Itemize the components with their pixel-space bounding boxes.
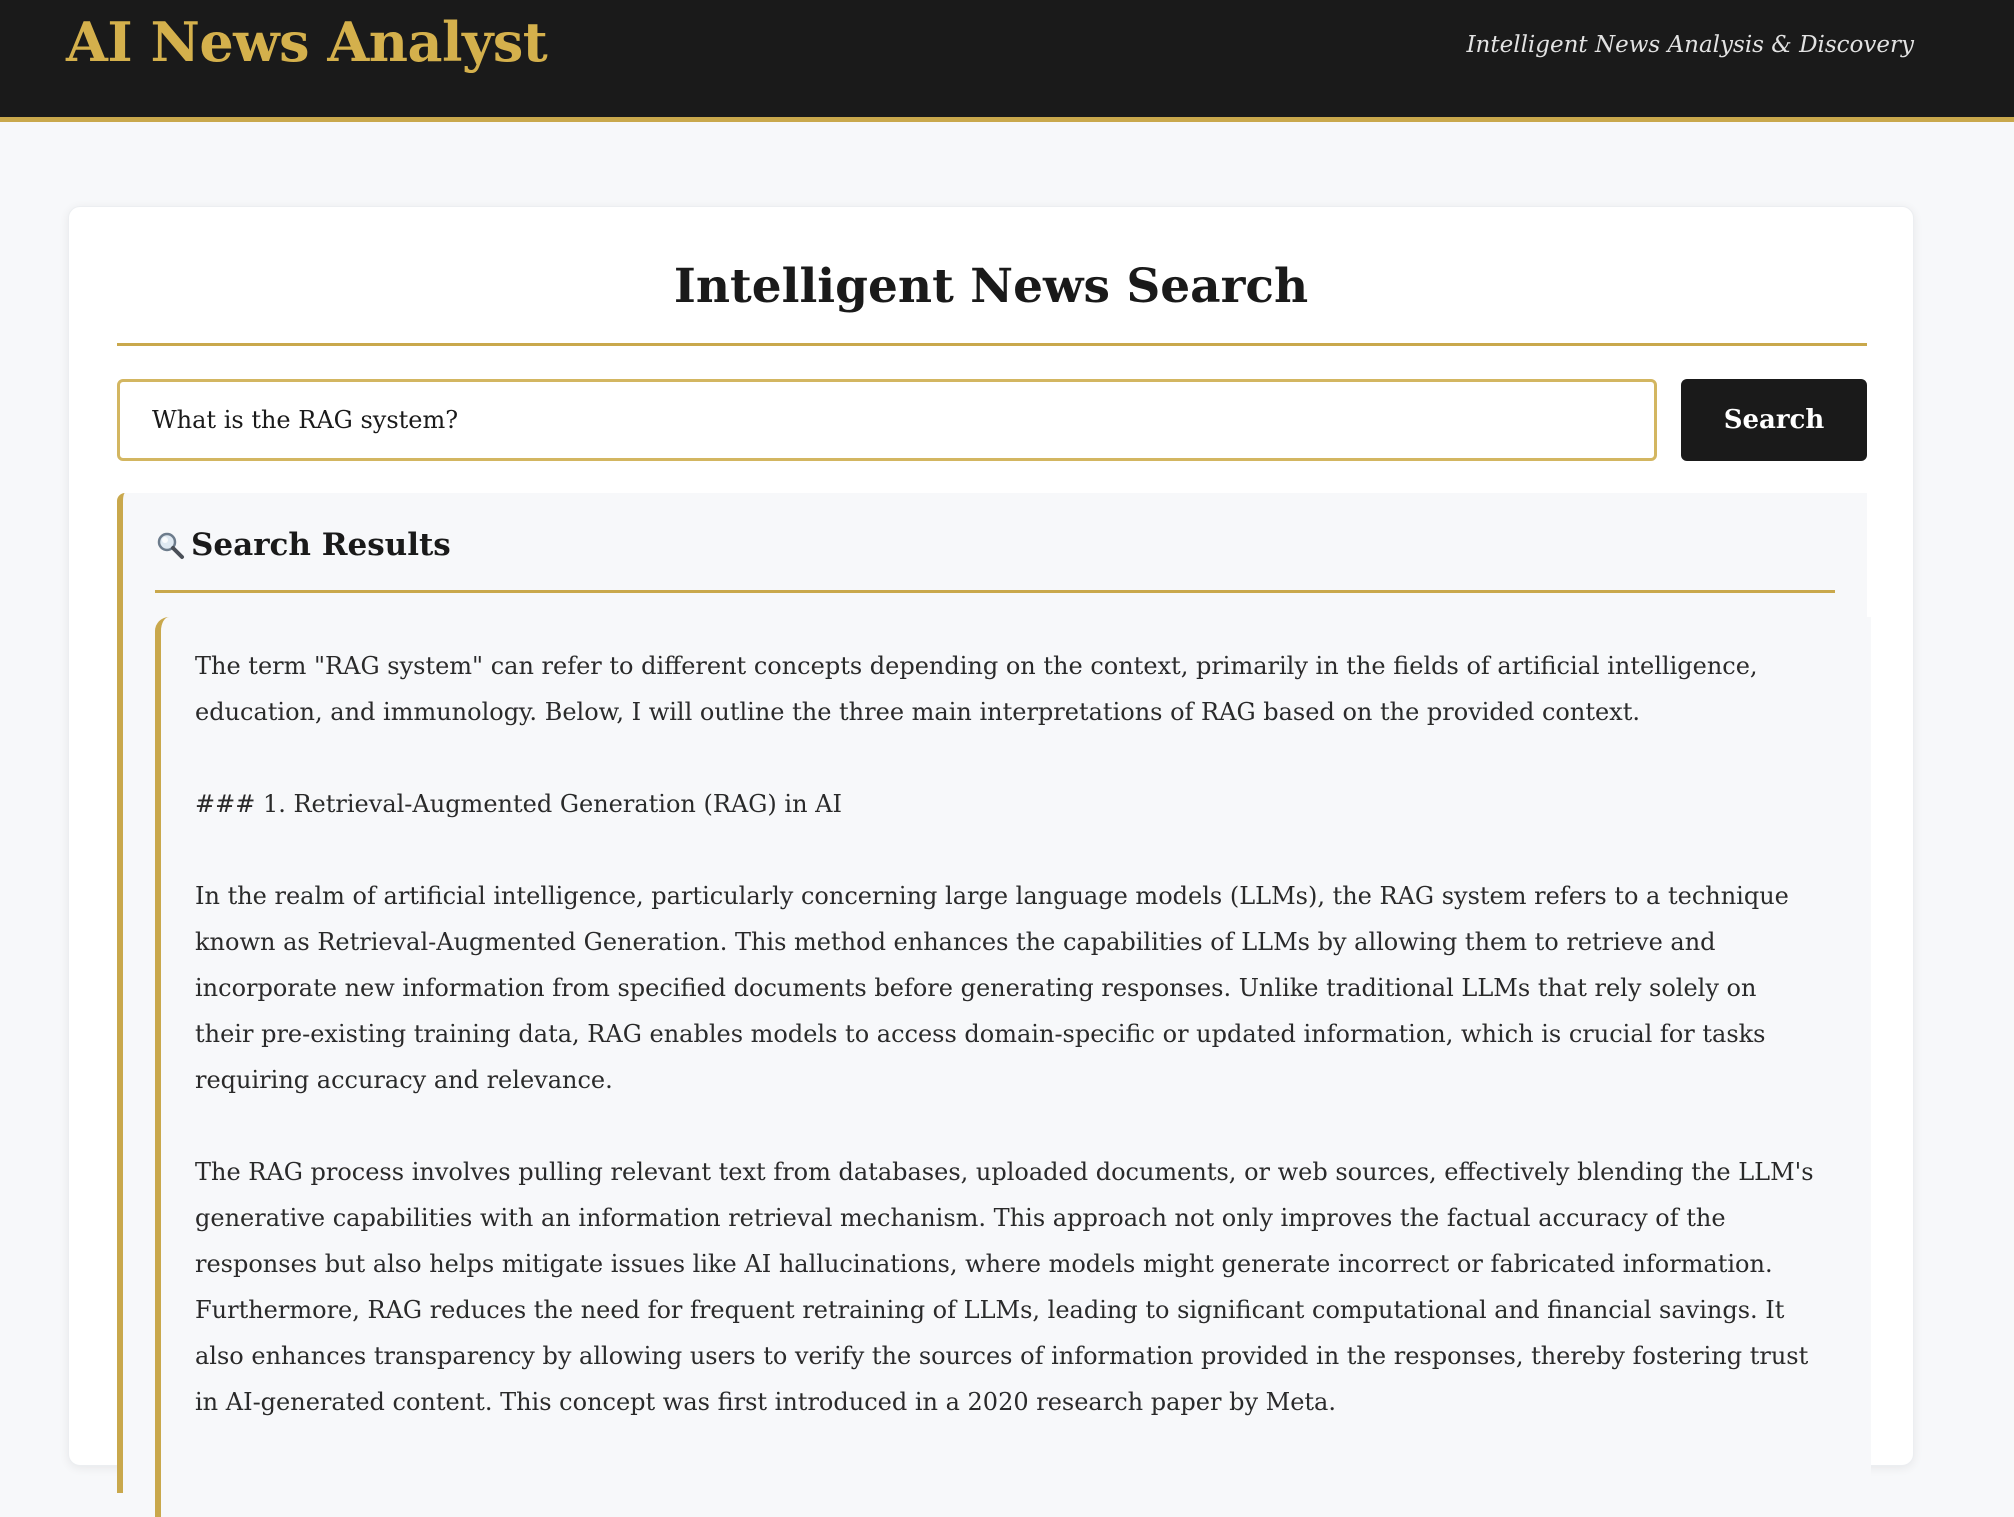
answer-paragraph: In the realm of artificial intelligence,… [195, 882, 1789, 1094]
title-divider [117, 343, 1867, 346]
results-header: Search Results [155, 527, 451, 563]
answer-paragraph: The term "RAG system" can refer to diffe… [195, 652, 1758, 726]
answer-heading: ### 1. Retrieval-Augmented Generation (R… [195, 790, 842, 818]
header-tagline: Intelligent News Analysis & Discovery [1466, 32, 1914, 58]
answer-content: The term "RAG system" can refer to diffe… [155, 617, 1871, 1517]
page-title: Intelligent News Search [673, 259, 1309, 314]
search-button[interactable]: Search [1681, 379, 1867, 461]
magnifier-icon [157, 532, 184, 559]
search-results-panel: Search Results The term "RAG system" can… [117, 493, 1871, 1517]
search-input[interactable] [117, 379, 1657, 461]
answer-paragraph: The RAG process involves pulling relevan… [195, 1158, 1814, 1416]
brand-title[interactable]: AI News Analyst [66, 10, 548, 74]
search-card: Intelligent News Search Search Search Re… [68, 206, 1914, 1517]
results-divider [155, 590, 1835, 593]
results-title: Search Results [191, 527, 451, 563]
app-header: AI News Analyst Intelligent News Analysi… [0, 0, 2014, 122]
